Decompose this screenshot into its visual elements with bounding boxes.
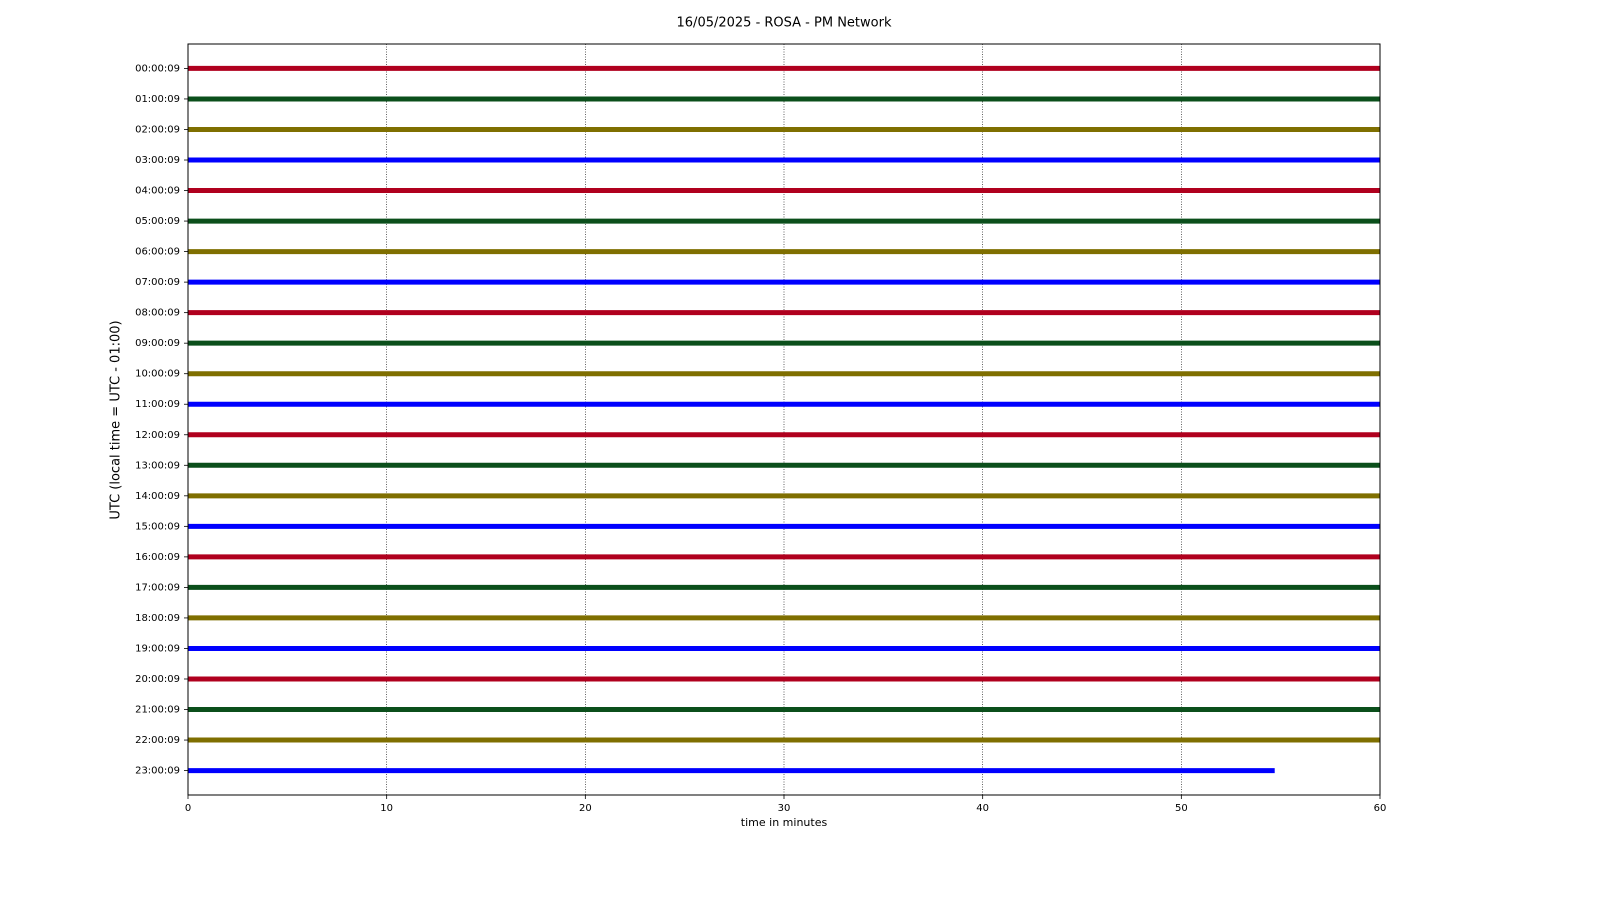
y-tick-label: 10:00:09 xyxy=(135,369,180,380)
y-tick-label: 01:00:09 xyxy=(135,94,180,105)
x-tick-label: 20 xyxy=(579,803,592,814)
y-tick-label: 15:00:09 xyxy=(135,521,180,532)
y-tick-label: 02:00:09 xyxy=(135,124,180,135)
x-tick-label: 60 xyxy=(1374,803,1387,814)
y-tick-label: 03:00:09 xyxy=(135,155,180,166)
x-tick-label: 50 xyxy=(1175,803,1188,814)
y-tick-label: 20:00:09 xyxy=(135,674,180,685)
y-tick-label: 13:00:09 xyxy=(135,460,180,471)
y-tick-label: 12:00:09 xyxy=(135,430,180,441)
y-tick-label: 09:00:09 xyxy=(135,338,180,349)
x-tick-label: 30 xyxy=(778,803,791,814)
y-tick-label: 11:00:09 xyxy=(135,399,180,410)
plot-frame xyxy=(187,43,1381,796)
y-tick-label: 08:00:09 xyxy=(135,308,180,319)
y-tick-label: 18:00:09 xyxy=(135,613,180,624)
y-tick-label: 17:00:09 xyxy=(135,582,180,593)
y-tick-label: 07:00:09 xyxy=(135,277,180,288)
y-tick-label: 16:00:09 xyxy=(135,552,180,563)
y-tick-label: 21:00:09 xyxy=(135,705,180,716)
y-tick-label: 14:00:09 xyxy=(135,491,180,502)
y-axis-label: UTC (local time = UTC - 01:00) xyxy=(109,320,124,519)
x-axis-label: time in minutes xyxy=(741,816,828,829)
x-tick-label: 40 xyxy=(976,803,989,814)
y-tick-label: 05:00:09 xyxy=(135,216,180,227)
y-tick-label: 19:00:09 xyxy=(135,643,180,654)
y-tick-label: 23:00:09 xyxy=(135,766,180,777)
x-tick-label: 0 xyxy=(185,803,191,814)
y-tick-label: 22:00:09 xyxy=(135,735,180,746)
y-tick-label: 06:00:09 xyxy=(135,247,180,258)
x-tick-label: 10 xyxy=(380,803,393,814)
y-tick-label: 04:00:09 xyxy=(135,186,180,197)
y-tick-label: 00:00:09 xyxy=(135,63,180,74)
chart-title: 16/05/2025 - ROSA - PM Network xyxy=(677,16,892,31)
